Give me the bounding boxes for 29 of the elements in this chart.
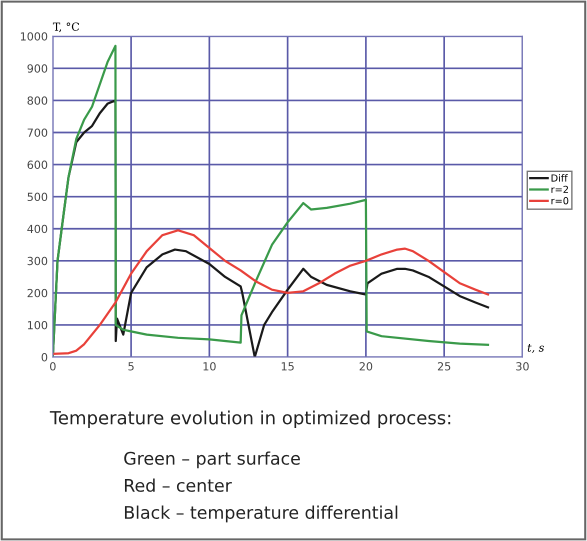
legend-label: Diff <box>552 174 568 182</box>
y-tick-label: 900 <box>27 64 48 73</box>
y-tick-label: 600 <box>28 160 48 169</box>
y-tick-label: 200 <box>28 288 48 298</box>
x-tick-label: 15 <box>282 362 294 371</box>
x-tick-label: 0 <box>50 362 56 371</box>
y-axis-title: T, °C <box>52 22 80 32</box>
y-tick-label: 700 <box>28 128 48 137</box>
y-tick-label: 300 <box>28 256 48 266</box>
text: Red – center <box>124 478 232 492</box>
line-series <box>52 229 490 355</box>
y-tick-label: 400 <box>27 224 48 234</box>
x-tick-label: 10 <box>204 362 216 371</box>
line-series <box>52 44 490 358</box>
y-tick-label: 500 <box>28 192 48 202</box>
x-tick-label: 20 <box>360 362 372 371</box>
y-tick-label: 1000 <box>20 32 48 41</box>
x-tick-label: 5 <box>128 362 134 371</box>
text: Temperature evolution in optimized process: <box>50 410 450 428</box>
legend-label: r=0 <box>552 197 568 204</box>
y-tick-label: 800 <box>28 96 48 105</box>
y-tick-label: 100 <box>28 320 48 330</box>
legend-label: r=2 <box>552 186 568 193</box>
y-tick-label: 0 <box>42 353 48 362</box>
text: Black – temperature differential <box>124 506 398 522</box>
x-tick-label: 30 <box>516 362 529 371</box>
x-axis-title: t, s <box>528 344 544 354</box>
x-tick-label: 25 <box>438 362 450 371</box>
text: Green – part surface <box>124 451 300 468</box>
